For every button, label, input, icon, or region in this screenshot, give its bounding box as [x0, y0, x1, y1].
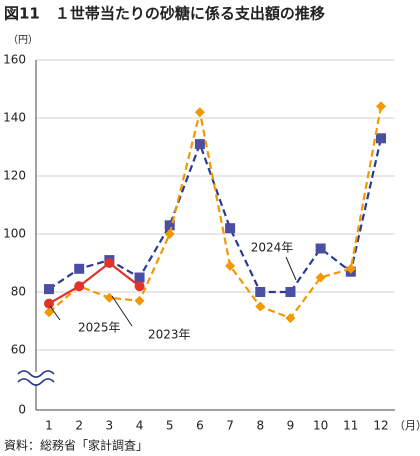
series-label: 2024年: [251, 241, 294, 255]
label-leader: [285, 256, 297, 281]
x-tick-label: 9: [287, 419, 295, 433]
marker: [285, 287, 296, 297]
marker: [285, 313, 296, 324]
marker: [134, 281, 145, 292]
series-line: [48, 138, 383, 294]
series-label: 2023年: [148, 328, 191, 342]
x-tick-label: 8: [256, 419, 264, 433]
marker: [104, 292, 115, 303]
series-label: 2025年: [78, 321, 121, 335]
axis-break: [17, 378, 55, 386]
marker: [225, 223, 236, 234]
axis-break-gap: [16, 372, 56, 384]
marker: [134, 272, 145, 283]
y-tick-label: 140: [3, 111, 26, 125]
x-tick-label: 2: [75, 419, 83, 433]
series-line: [48, 261, 141, 305]
x-tick-label: 6: [196, 419, 204, 433]
marker: [194, 107, 205, 118]
marker: [315, 243, 326, 254]
marker: [345, 263, 356, 274]
x-tick-label: 1: [45, 419, 53, 433]
y-tick-label: 60: [11, 343, 26, 357]
x-tick-label: 7: [226, 419, 234, 433]
marker: [315, 272, 326, 283]
x-tick-label: 11: [343, 419, 358, 433]
x-tick-label: 12: [373, 419, 388, 433]
series-line: [48, 106, 383, 320]
marker: [376, 101, 386, 112]
y-tick-label: 120: [3, 169, 26, 183]
marker: [255, 301, 266, 312]
marker: [44, 307, 54, 318]
marker: [164, 229, 175, 239]
marker: [44, 284, 54, 295]
y-unit: （円）: [8, 34, 38, 46]
marker: [194, 139, 205, 150]
source: 資料：総務省「家計調査」: [4, 438, 148, 453]
marker: [104, 258, 115, 268]
x-tick-label: 5: [166, 419, 174, 433]
axis-break: [17, 370, 55, 378]
marker: [74, 281, 85, 292]
marker: [44, 298, 54, 309]
marker: [134, 295, 145, 306]
x-tick-label: 3: [106, 419, 114, 433]
marker: [376, 133, 386, 144]
y-tick-label: 100: [3, 227, 26, 241]
y-tick-label: 160: [3, 53, 26, 67]
x-tick-label: 4: [136, 419, 144, 433]
y-tick-label: 0: [18, 403, 26, 417]
x-tick-label: 10: [313, 419, 328, 433]
chart-title: 図11 １世帯当たりの砂糖に係る支出額の推移: [4, 5, 325, 23]
y-tick-label: 80: [11, 285, 26, 299]
marker: [74, 263, 85, 274]
marker: [164, 220, 175, 231]
label-leader: [111, 295, 133, 327]
marker: [255, 287, 266, 297]
label-leader: [49, 305, 61, 321]
marker: [225, 260, 236, 271]
x-unit: （月）: [394, 419, 420, 432]
